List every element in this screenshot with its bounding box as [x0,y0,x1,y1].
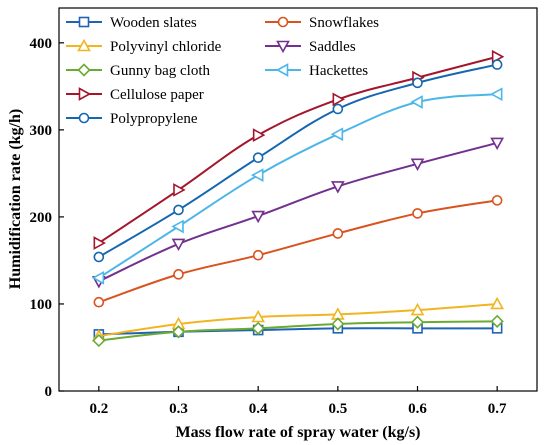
data-point [252,152,264,164]
data-point [331,317,345,331]
data-point [251,168,264,182]
data-point [171,238,186,252]
data-point [77,63,91,77]
legend-item: Gunny bag cloth [66,63,210,79]
series-line [98,63,498,258]
y-tick-label: 100 [30,297,53,313]
legend-label: Gunny bag cloth [110,63,210,79]
series-line [98,199,498,304]
data-point [252,128,266,142]
data-point [412,208,423,219]
series-saddles [91,137,505,289]
data-point [173,204,184,216]
legend-label: Polyvinyl chloride [110,39,222,55]
data-point [275,63,289,77]
series-hackettes [91,87,503,285]
data-point [412,77,423,89]
data-point [91,270,105,285]
series-gunny-bag-cloth [92,314,504,348]
y-tick-label: 400 [30,36,53,52]
data-point [77,38,91,52]
series-snowflakes [93,195,503,308]
data-point [490,137,505,151]
y-tick-label: 0 [45,384,53,400]
data-point [490,87,503,102]
x-tick-label: 0.7 [488,401,507,417]
legend-label: Wooden slates [110,15,197,31]
data-point [92,333,106,348]
data-point [251,321,265,335]
series-cellulose-paper [93,49,505,250]
data-point [173,269,184,280]
data-point [251,210,266,224]
legend-label: Hackettes [309,63,368,79]
data-point [410,302,425,316]
series-line [98,320,498,342]
legend-label: Saddles [309,39,356,55]
data-point [78,16,90,28]
data-point [330,181,345,194]
data-point [410,95,423,109]
y-tick-label: 300 [30,123,53,139]
series-line [98,55,498,244]
legend-label: Cellulose paper [110,87,204,103]
data-point [173,183,186,197]
legend-item: Polypropylene [66,111,198,127]
legend-item: Hackettes [265,63,368,79]
data-point [93,236,106,250]
data-point [78,87,92,101]
y-tick-label: 200 [30,210,53,226]
data-point [490,296,505,310]
data-point [78,112,90,124]
x-tick-label: 0.5 [328,401,347,417]
series-line [98,141,498,283]
data-point [277,16,289,28]
data-point [332,228,344,239]
data-point [330,127,344,142]
data-point [251,309,266,323]
legend-item: Cellulose paper [66,87,204,103]
legend-label: Polypropylene [110,111,198,127]
x-tick-label: 0.2 [89,401,108,417]
data-point [491,195,503,206]
legend-item: Saddles [265,39,356,55]
data-point [332,92,345,107]
legend-label: Snowflakes [309,15,379,31]
data-point [332,103,344,115]
data-point [171,219,184,234]
legend-item: Polyvinyl chloride [66,38,222,55]
data-point [410,315,425,329]
x-tick-label: 0.4 [249,401,268,417]
series-line [98,302,498,338]
data-point [490,314,504,328]
data-point [276,40,290,54]
data-point [171,325,186,339]
plot-frame [58,7,538,392]
x-tick-label: 0.6 [408,401,427,417]
y-axis-title: Humidification rate (kg/h) [7,109,24,289]
legend-item: Snowflakes [265,15,379,31]
data-point [410,158,425,171]
data-point [252,249,264,261]
legend-item: Wooden slates [66,15,197,31]
data-point [491,59,503,70]
series-polypropylene [93,59,503,263]
x-tick-label: 0.3 [169,401,188,417]
data-point [93,251,105,263]
x-axis-title: Mass flow rate of spray water (kg/s) [176,424,421,441]
data-point [93,296,105,308]
